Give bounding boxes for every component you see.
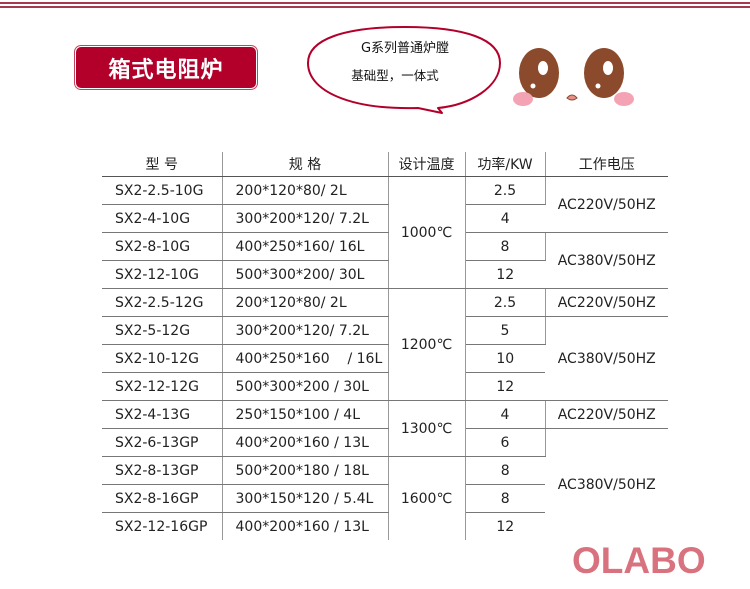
voltage-cell: AC380V/50HZ [545,232,668,289]
bubble-line-2: 基础型，一体式 [351,68,439,83]
power-cell: 4 [465,400,546,429]
power-cell: 12 [465,372,545,401]
voltage-cell: AC380V/50HZ [545,316,668,401]
model-cell: SX2-12-10G [102,260,223,289]
table-row: SX2-4-13G 250*150*100 / 4L 1300℃ 4 AC220V/50… [102,400,668,457]
spec-table: 型 号 规 格 设计温度 功率/KW 工作电压 SX2-2.5-10G 200*1… [102,152,668,540]
power-cell: 10 [465,344,545,373]
model-cell: SX2-4-13G [102,400,223,429]
temp-cell: 1200℃ [388,288,466,401]
table-row: SX2-8-13GP 500*200*180 / 18L 1600℃ 8 [102,456,668,540]
power-cell: 12 [465,260,545,289]
spec-cell: 300*200*120/ 7.2L [222,204,389,233]
top-rule [0,6,750,8]
model-cell: SX2-12-16GP [102,512,223,540]
header-temp: 设计温度 [388,152,466,177]
power-cell: 2.5 [465,176,546,205]
voltage-cell: AC220V/50HZ [545,400,668,429]
table-row: SX2-12-10G 500*300*200/ 30L 12 [102,260,668,289]
bubble-line-1: G系列普通炉膛 [360,41,450,56]
header-model: 型 号 [102,152,223,177]
spec-cell: 300*200*120/ 7.2L [222,316,389,345]
top-rule [0,2,750,4]
header-power: 功率/KW [465,152,546,177]
model-cell: SX2-2.5-10G [102,176,223,205]
power-cell: 8 [465,456,545,485]
table-row: SX2-8-16GP 300*150*120 / 5.4L 8 [102,484,668,513]
power-cell: 2.5 [465,288,546,317]
table-row: SX2-10-12G 400*250*160 / 16L 10 [102,344,668,373]
table-header: 型 号 规 格 设计温度 功率/KW 工作电压 [102,152,668,177]
page-title: 箱式电阻炉 [76,47,256,88]
power-cell: 5 [465,316,546,345]
model-cell: SX2-8-16GP [102,484,223,513]
spec-cell: 200*120*80/ 2L [222,288,389,317]
table-row: SX2-12-12G 500*300*200 / 30L 12 [102,372,668,401]
temp-cell: 1300℃ [388,400,466,457]
brand-logo: OLABO [572,540,706,581]
model-cell: SX2-4-10G [102,204,223,233]
table-row: SX2-6-13GP 400*200*160 / 13L 6 AC380V/50HZ [102,428,668,493]
table-row: SX2-2.5-12G 200*120*80/ 2L 1200℃ 2.5 AC220V/… [102,288,668,401]
table-row: SX2-8-10G 400*250*160/ 16L 8 AC380V/50HZ [102,232,668,289]
temp-cell: 1600℃ [388,456,466,540]
voltage-cell: AC380V/50HZ [557,476,656,493]
table-row: SX2-4-10G 300*200*120/ 7.2L 4 [102,204,668,233]
spec-cell: 400*200*160 / 13L [222,512,389,540]
temp-cell: 1000℃ [388,176,466,289]
speech-bubble [307,26,501,114]
spec-cell: 250*150*100 / 4L [222,400,389,429]
model-cell: SX2-8-10G [102,232,223,261]
spec-cell: 400*200*160 / 13L [222,428,389,457]
table-row: SX2-5-12G 300*200*120/ 7.2L 5 AC380V/50HZ [102,316,668,401]
power-cell: 4 [465,204,545,233]
power-cell: 6 [465,428,546,457]
spec-cell: 500*200*180 / 18L [222,456,389,485]
spec-cell: 500*300*200/ 30L [222,260,389,289]
spec-cell: 200*120*80/ 2L [222,176,389,205]
table-row: SX2-12-16GP 400*200*160 / 13L 12 [102,512,668,540]
model-cell: SX2-12-12G [102,372,223,401]
model-cell: SX2-6-13GP [102,428,223,457]
spec-cell: 500*300*200 / 30L [222,372,389,401]
spec-cell: 400*250*160/ 16L [222,232,389,261]
header-spec: 规 格 [222,152,389,177]
spec-cell: 300*150*120 / 5.4L [222,484,389,513]
header-voltage: 工作电压 [545,152,668,177]
model-cell: SX2-8-13GP [102,456,223,485]
power-cell: 12 [496,518,515,535]
voltage-cell: AC220V/50HZ [545,288,668,317]
cute-face-icon [513,48,634,106]
model-cell: SX2-5-12G [102,316,223,345]
power-cell: 8 [465,232,546,261]
voltage-cell: AC220V/50HZ [545,176,668,233]
spec-cell: 400*250*160 / 16L [222,344,389,373]
model-cell: SX2-10-12G [102,344,223,373]
table-row: SX2-2.5-10G 200*120*80/ 2L 1000℃ 2.5 AC220V/… [102,176,668,289]
model-cell: SX2-2.5-12G [102,288,223,317]
power-cell: 8 [465,484,545,513]
